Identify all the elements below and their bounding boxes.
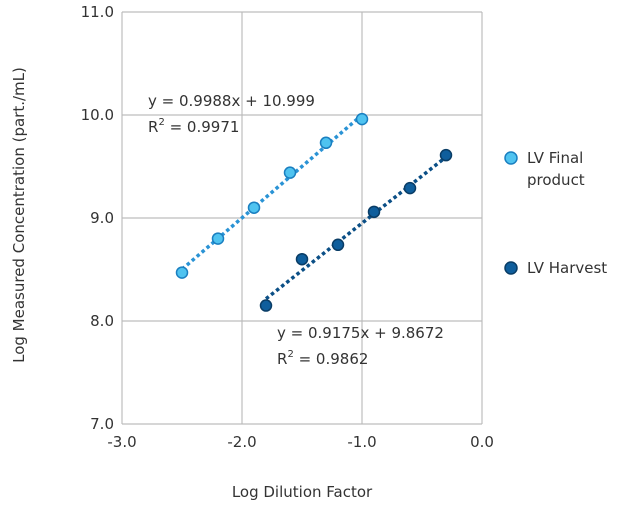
grid [121,11,483,425]
trendline-harvest [264,155,448,301]
data-point-final-product [319,136,333,150]
x-tick-label: 0.0 [470,433,494,451]
data-point-final-product [175,266,189,279]
trendlines [180,113,448,301]
data-point-harvest [367,205,381,219]
y-tick-label: 7.0 [90,415,114,433]
data-point-final-product [283,166,297,179]
y-tick-label: 8.0 [90,312,114,330]
trendline-final-product [180,113,364,271]
legend-label-harvest: LV Harvest [527,259,607,277]
data-point-final-product [355,112,369,126]
equation-final-product: y = 0.9988x + 10.999 R2 = 0.9971 [148,92,315,136]
data-points [175,112,453,312]
x-axis-title: Log Dilution Factor [232,483,373,501]
data-point-harvest [295,252,309,266]
legend-item-harvest: LV Harvest [504,259,607,277]
data-point-harvest [439,148,453,162]
legend-item-final-product: LV Final product [504,149,588,189]
data-point-final-product [211,232,225,245]
x-tick-label: -1.0 [347,433,376,451]
equation-harvest: y = 0.9175x + 9.8672 R2 = 0.9862 [277,324,444,368]
legend-marker-final-product [504,151,518,165]
y-axis-title: Log Measured Concentration (part./mL) [10,67,28,363]
data-point-harvest [259,299,273,312]
x-tick-label: -3.0 [107,433,136,451]
x-tick-label: -2.0 [227,433,256,451]
data-point-harvest [403,181,417,195]
equation-final-product-text: y = 0.9988x + 10.999 [148,92,315,110]
legend-label-final-product: LV Final product [527,149,588,189]
data-point-final-product [247,201,261,214]
y-tick-label: 9.0 [90,209,114,227]
legend: LV Final product LV Harvest [504,149,607,277]
y-tick-label: 11.0 [81,3,114,21]
y-tick-label: 10.0 [81,106,114,124]
equation-harvest-text: y = 0.9175x + 9.8672 [277,324,444,342]
data-point-harvest [331,238,345,252]
legend-marker-harvest [504,261,518,275]
tick-labels: -3.0 -2.0 -1.0 0.0 7.0 8.0 9.0 10.0 11.0 [81,3,494,451]
r2-harvest-text: R2 = 0.9862 [277,349,368,368]
r2-final-product-text: R2 = 0.9971 [148,117,239,136]
